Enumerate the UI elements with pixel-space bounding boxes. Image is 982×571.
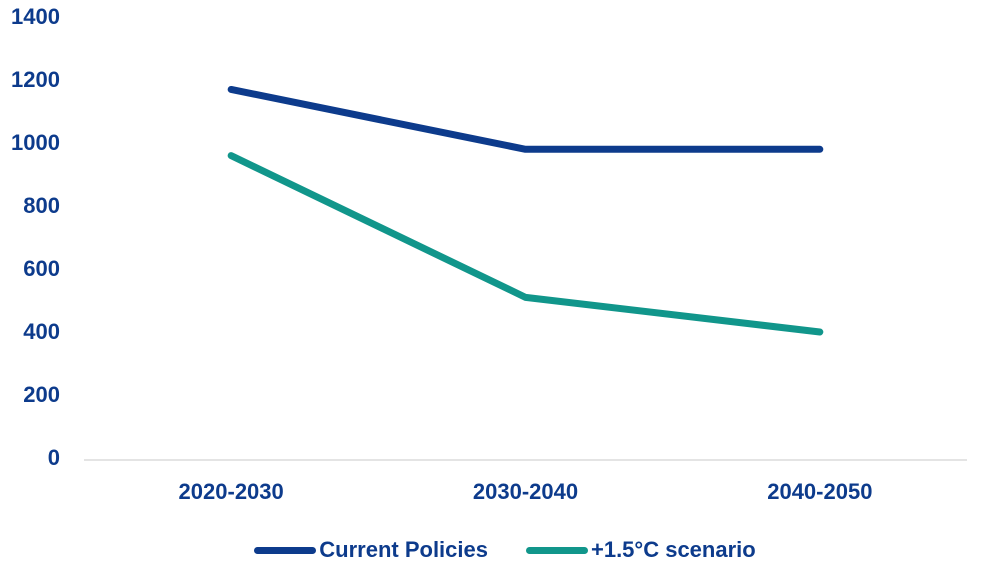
legend-marker xyxy=(525,546,588,554)
chart-legend: Current Policies +1.5°C scenario xyxy=(14,536,982,564)
y-tick-label: 0 xyxy=(47,445,60,470)
y-tick-label: 400 xyxy=(23,319,60,344)
legend-marker xyxy=(254,546,317,554)
x-axis-label: 2040-2050 xyxy=(767,479,873,504)
legend-label: +1.5°C scenario xyxy=(590,537,756,562)
legend-item-current-policies: Current Policies xyxy=(254,537,488,563)
legend-item-1-5-c-scenario: +1.5°C scenario xyxy=(525,537,756,563)
x-axis-label: 2020-2030 xyxy=(178,479,284,504)
series-lines-group xyxy=(227,85,824,336)
y-tick-label: 200 xyxy=(23,382,60,407)
legend-label: Current Policies xyxy=(319,537,488,562)
series-line-1-5-c-scenario xyxy=(227,152,824,336)
y-tick-label: 1400 xyxy=(11,4,60,29)
y-tick-label: 600 xyxy=(23,256,60,281)
series-line-current-policies xyxy=(227,85,824,153)
x-axis-label: 2030-2040 xyxy=(472,479,579,504)
y-tick-label: 800 xyxy=(23,193,60,218)
y-tick-label: 1200 xyxy=(11,67,60,92)
y-tick-label: 1000 xyxy=(11,130,60,155)
